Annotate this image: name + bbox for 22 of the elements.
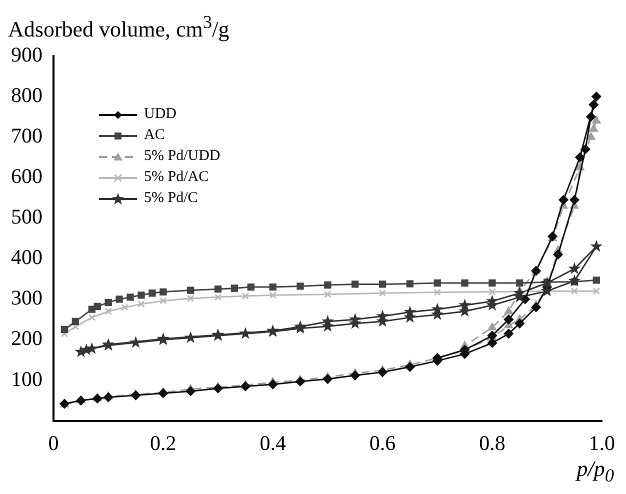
- x-tick-label: 0: [48, 430, 59, 455]
- x-axis-title: p/p$_{0}$: [576, 456, 614, 486]
- y-tick-label: 300: [11, 286, 42, 310]
- y-tick-label: 700: [11, 124, 42, 148]
- y-axis-title: Adsorbed volume, cm$^{3}$/g: [8, 12, 230, 42]
- y-tick-label: 600: [11, 164, 42, 188]
- y-tick-label: 100: [11, 366, 42, 391]
- x-tick-label: 0.4: [260, 430, 286, 455]
- legend-label: 5% Pd/C: [144, 189, 198, 208]
- x-tick-label: 0.6: [369, 430, 396, 455]
- y-tick-label: 900: [11, 42, 42, 67]
- legend-label: 5% Pd/UDD: [144, 147, 220, 166]
- legend-label: AC: [144, 126, 165, 145]
- x-tick-label: 0.8: [479, 430, 506, 455]
- y-tick-label: 500: [11, 204, 42, 229]
- y-tick-label: 200: [11, 326, 42, 350]
- y-tick-label: 400: [11, 245, 42, 270]
- legend-label: UDD: [144, 105, 176, 124]
- legend-label: 5% Pd/AC: [144, 168, 209, 187]
- y-tick-label: 800: [11, 83, 42, 108]
- x-tick-label: 1.0: [588, 430, 615, 455]
- x-tick-label: 0.2: [150, 430, 176, 455]
